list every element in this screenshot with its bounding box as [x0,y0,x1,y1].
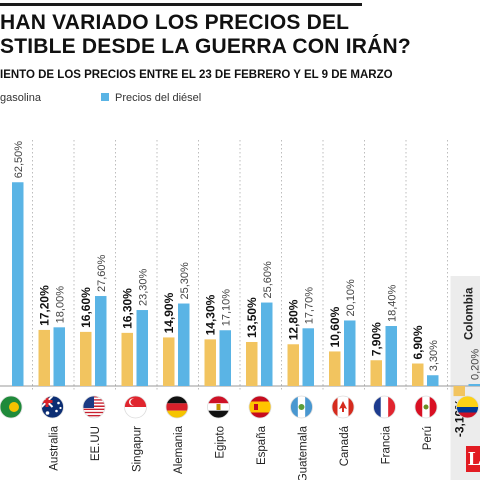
france-flag [373,396,396,418]
header-rule [0,3,362,6]
bar-gasoline-ee-uu [80,331,92,386]
germany-flag [166,396,188,418]
label-diesel-guatemala: 17,70% [303,287,315,325]
bar-diesel-egipto [219,330,231,386]
category-label-australia: Australia [49,425,61,470]
label-diesel-colombia: 0,20% [469,349,480,380]
category-label-colombia: Colombia [464,287,476,340]
label-diesel-francia: 18,40% [386,284,398,322]
bar-gasoline-per- [412,363,424,386]
category-label-per-: Perú [422,426,434,450]
legend-gasoline-label: gasolina [0,92,41,104]
bar-diesel-australia [53,327,65,386]
cut-off-flag [0,396,22,418]
brand-logo: L [466,446,480,472]
label-gasoline-francia: 7,90% [369,322,383,356]
usa-flag [83,396,105,418]
bar-diesel-francia [385,326,397,386]
label-gasoline-egipto: 14,30% [203,294,217,335]
bar-gasoline-egipto [204,339,216,386]
label-diesel-first: 62,50% [13,141,25,179]
label-diesel-alemania: 25,30% [179,262,191,300]
label-gasoline-canad-: 10,60% [328,306,342,347]
label-diesel-australia: 18,00% [54,286,66,324]
label-diesel-espa-a: 25,60% [262,261,274,299]
label-gasoline-alemania: 14,90% [162,292,176,333]
title-line-1: HAN VARIADO LOS PRECIOS DEL [0,11,350,34]
category-label-ee-uu: EE.UU [90,426,102,461]
legend-diesel-label: Precios del diésel [115,92,202,104]
label-diesel-singapur: 23,30% [137,269,149,307]
label-diesel-per-: 3,30% [428,340,440,371]
bar-diesel-espa-a [261,302,273,386]
label-gasoline-ee-uu: 16,60% [79,287,93,328]
peru-flag [415,396,437,418]
legend-item-diesel: Precios del diésel [101,92,201,104]
guatemala-flag [290,396,313,418]
bar-gasoline-singapur [121,332,133,386]
bar-gasoline-australia [38,329,50,386]
label-gasoline-singapur: 16,30% [120,288,134,329]
singapore-flag [124,396,147,418]
canada-flag [332,396,354,418]
label-gasoline-australia: 17,20% [37,285,51,326]
label-diesel-ee-uu: 27,60% [96,254,108,292]
legend-diesel-swatch [101,93,109,101]
category-label-espa-a: España [256,425,268,465]
egypt-flag [207,396,230,418]
bar-gasoline-colombia [453,386,465,397]
bar-diesel-ee-uu [95,296,107,386]
label-gasoline-per-: 6,90% [411,325,425,359]
bar-gasoline-francia [370,360,382,386]
category-label-egipto: Egipto [215,426,227,459]
label-gasoline-guatemala: 12,80% [286,299,300,340]
title-line-2: STIBLE DESDE LA GUERRA CON IRÁN? [0,35,411,58]
category-label-francia: Francia [381,425,393,464]
bar-diesel-guatemala [302,328,314,386]
bar-diesel-alemania [178,303,190,386]
category-label-alemania: Alemania [173,425,185,474]
bar-gasoline-alemania [163,337,175,386]
bar-gasoline-canad- [329,351,341,386]
bar-diesel-singapur [136,310,148,386]
category-label-singapur: Singapur [132,426,144,472]
label-gasoline-espa-a: 13,50% [245,297,259,338]
bar-gasoline-espa-a [246,341,258,386]
bar-diesel-first [12,182,24,386]
bar-gasoline-guatemala [287,344,299,386]
colombia-flag [456,396,479,418]
category-label-guatemala: Guatemala [298,425,310,480]
chart-title: HAN VARIADO LOS PRECIOS DEL STIBLE DESDE … [0,11,480,59]
bar-diesel-canad- [344,320,356,386]
spain-flag [249,396,271,418]
bar-diesel-colombia [468,384,480,386]
label-diesel-egipto: 17,10% [220,289,232,327]
legend-item-gasoline: gasolina [0,92,41,104]
category-label-canad-: Canadá [339,425,351,466]
bar-diesel-per- [427,375,439,386]
label-diesel-canad-: 20,10% [345,279,357,317]
chart-subtitle: IENTO DE LOS PRECIOS ENTRE EL 23 DE FEBR… [0,69,393,81]
